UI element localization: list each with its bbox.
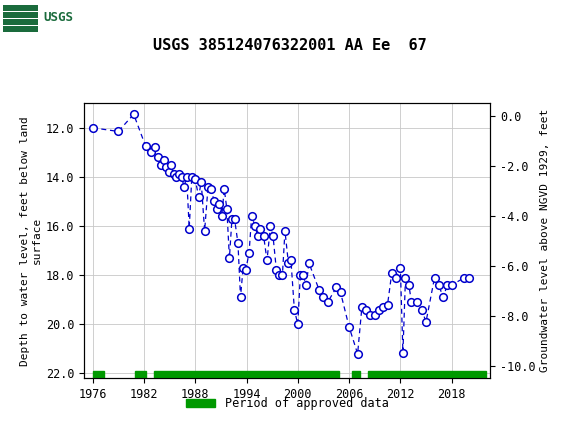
Bar (3, 5, 38, 11)
Text: USGS: USGS (44, 11, 74, 24)
Bar (3, 27, 38, 32)
Bar (351, 371, 360, 378)
Bar (3, 19, 38, 25)
Bar (3, 3, 78, 32)
Bar (3, 12, 38, 18)
Bar (135, 371, 147, 378)
Y-axis label: Depth to water level, feet below land
surface: Depth to water level, feet below land su… (20, 116, 42, 366)
Legend: Period of approved data: Period of approved data (181, 393, 393, 415)
Bar (93, 371, 104, 378)
Y-axis label: Groundwater level above NGVD 1929, feet: Groundwater level above NGVD 1929, feet (539, 109, 550, 372)
Bar (368, 371, 486, 378)
Bar (154, 371, 339, 378)
Text: USGS 385124076322001 AA Ee  67: USGS 385124076322001 AA Ee 67 (153, 38, 427, 52)
